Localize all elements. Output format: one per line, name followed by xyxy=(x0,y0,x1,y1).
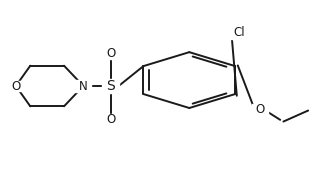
Polygon shape xyxy=(75,80,91,92)
Text: O: O xyxy=(106,46,115,60)
Polygon shape xyxy=(8,80,24,92)
Text: O: O xyxy=(106,113,115,126)
Polygon shape xyxy=(102,79,120,93)
Text: O: O xyxy=(255,103,265,116)
Text: O: O xyxy=(11,79,20,93)
Polygon shape xyxy=(229,27,249,39)
Text: N: N xyxy=(79,79,88,93)
Text: Cl: Cl xyxy=(233,26,245,39)
Polygon shape xyxy=(103,114,119,126)
Text: S: S xyxy=(106,79,115,93)
Polygon shape xyxy=(103,47,119,59)
Polygon shape xyxy=(252,104,268,115)
